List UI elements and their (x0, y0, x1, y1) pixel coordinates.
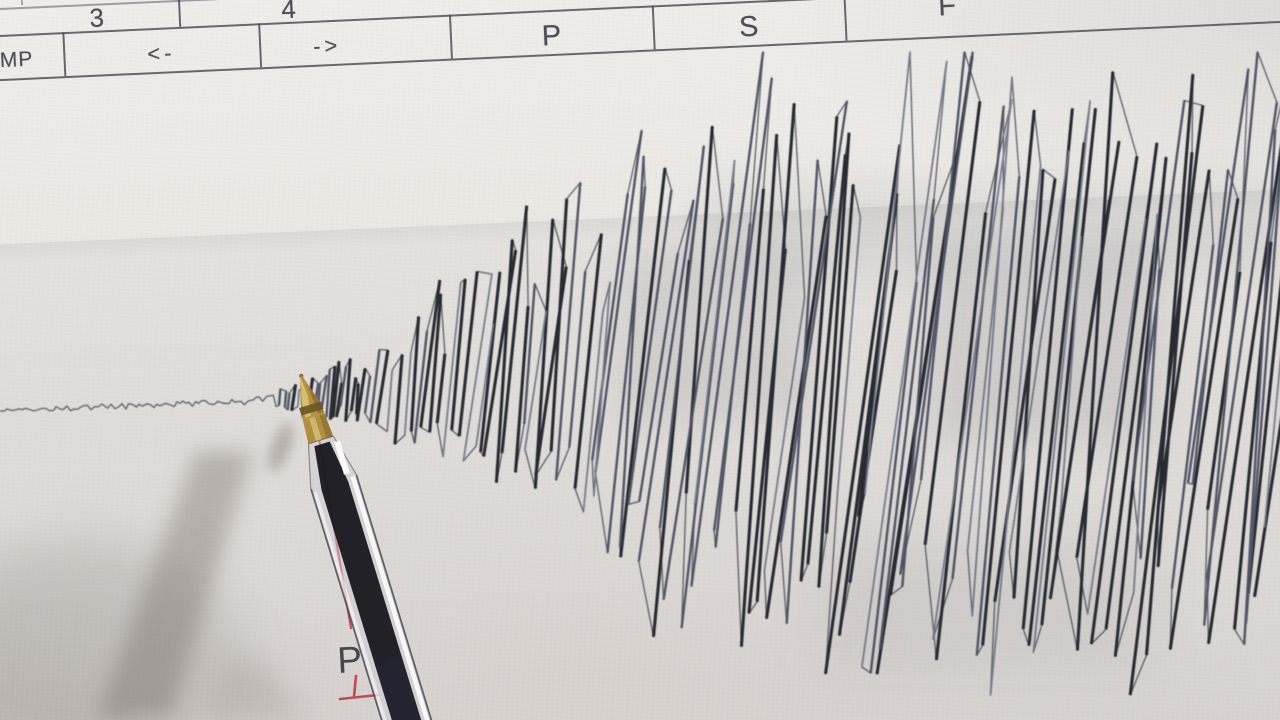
pen-highlight-left (313, 491, 394, 720)
pen-ink-cartridge (314, 441, 425, 720)
seismogram-trace (0, 51, 1280, 696)
pen-collar-shade (319, 413, 333, 439)
pen-shadow (0, 422, 304, 720)
pen-highlight-spot (334, 440, 350, 475)
pen-highlight-right (350, 475, 433, 720)
pen-edge-line-right (355, 474, 436, 720)
perpendicular-tack-icon (338, 674, 380, 701)
pen-tip-band (299, 401, 324, 416)
pen-edge-line-left (310, 488, 390, 720)
pen-collar-highlight (309, 416, 322, 442)
ballpoint-pen (299, 373, 436, 720)
paper-shading (620, 185, 1280, 670)
